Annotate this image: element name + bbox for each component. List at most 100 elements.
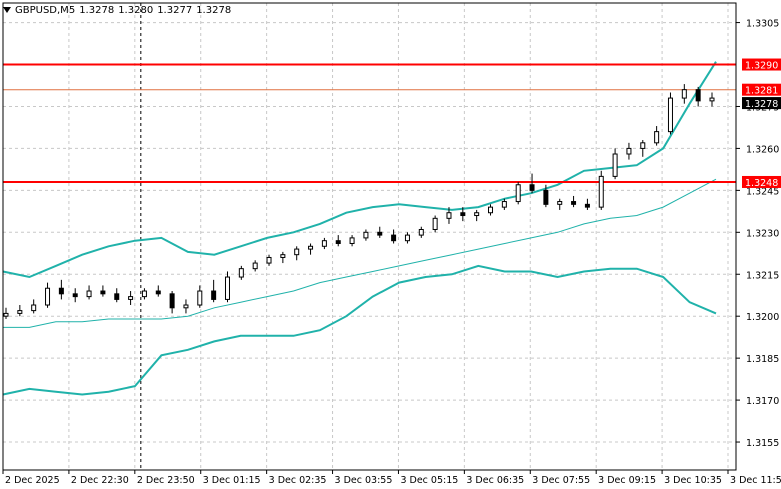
y-tick-label: 1.3185 [746, 354, 779, 365]
level-label: 1.3290 [745, 61, 778, 72]
x-tick-label: 3 Dec 03:55 [335, 475, 393, 486]
candle-body [335, 240, 341, 244]
candle-body [72, 293, 78, 298]
candle-body [584, 203, 590, 208]
bollinger-bands [2, 61, 717, 396]
candle-body [224, 276, 230, 300]
bid-label: 1.3281 [745, 86, 778, 97]
symbol-label: GBPUSD,M5 [15, 4, 76, 16]
candle-body [349, 237, 355, 244]
y-tick-label: 1.3245 [746, 186, 779, 197]
candle-body [432, 217, 438, 231]
candle-body [404, 234, 410, 242]
candle-body [211, 290, 217, 300]
x-tick-label: 2 Dec 23:50 [137, 475, 195, 486]
y-tick-label: 1.3260 [746, 144, 779, 155]
candle-body [709, 97, 715, 102]
candle-body [3, 312, 9, 317]
bid-label-bg [742, 83, 781, 96]
candle-body [474, 212, 480, 217]
candle-body [308, 245, 314, 250]
candle-body [294, 248, 300, 256]
price-axis: 1.33051.32751.32601.32451.32301.32151.32… [736, 19, 781, 449]
candle-body [515, 184, 521, 203]
candle-body [418, 229, 424, 236]
candle-body [58, 287, 64, 295]
candle-body [155, 290, 161, 295]
ohlc-low: 1.3277 [157, 4, 193, 16]
candle-body [654, 131, 660, 144]
candle-body [100, 290, 106, 295]
x-tick-label: 3 Dec 09:15 [598, 475, 656, 486]
level-label-bg [742, 175, 781, 188]
y-tick-label: 1.3230 [746, 228, 779, 239]
x-tick-label: 3 Dec 06:35 [466, 475, 524, 486]
candle-body [626, 147, 632, 155]
candle-body [141, 290, 147, 298]
plot-border [2, 2, 737, 471]
candle-body [363, 231, 369, 239]
candle-body [557, 201, 563, 205]
candle-body [377, 231, 383, 236]
candle-body [86, 290, 92, 298]
x-tick-label: 3 Dec 01:15 [203, 475, 261, 486]
candle-body [667, 97, 673, 133]
candle-body [543, 189, 549, 205]
x-tick-label: 3 Dec 10:35 [664, 475, 722, 486]
candle-body [45, 287, 51, 306]
ohlc-high: 1.3280 [118, 4, 154, 16]
candle-body [612, 153, 618, 177]
grid [3, 3, 736, 470]
x-tick-label: 3 Dec 11:55 [730, 475, 781, 486]
candle-body [446, 212, 452, 219]
level-label-bg [742, 58, 781, 71]
candle-body [571, 201, 577, 205]
candle-body [169, 293, 175, 309]
candle-body [31, 304, 37, 312]
candle-body [501, 201, 507, 208]
candle-body [391, 234, 397, 242]
y-tick-label: 1.3215 [746, 270, 779, 281]
time-axis: 2 Dec 2025 2 Dec 22:30 2 Dec 23:50 3 Dec 01… [2, 470, 781, 486]
last-label: 1.3278 [745, 99, 778, 110]
candle-body [529, 184, 535, 191]
x-tick-label: 2 Dec 22:30 [71, 475, 129, 486]
collapse-triangle-icon[interactable] [3, 7, 11, 13]
candle-body [681, 89, 687, 99]
symbol-header: GBPUSD,M5 1.3278 1.3280 1.3277 1.3278 [3, 3, 235, 17]
x-tick-label: 2 Dec 2025 [5, 475, 60, 486]
x-tick-label: 3 Dec 07:55 [532, 475, 590, 486]
y-tick-label: 1.3305 [746, 19, 779, 30]
chart-frame [2, 2, 737, 471]
candle-body [252, 262, 258, 270]
ohlc-close: 1.3278 [196, 4, 232, 16]
candle-body [280, 254, 286, 258]
candle-body [114, 293, 120, 300]
candles [3, 84, 715, 319]
candle-body [238, 268, 244, 278]
candle-body [321, 240, 327, 247]
candle-body [460, 212, 466, 217]
y-tick-label: 1.3200 [746, 312, 779, 323]
bollinger-upper [2, 61, 717, 279]
level-lines [3, 63, 736, 183]
candle-body [17, 310, 23, 314]
last-label-bg [742, 97, 781, 110]
candle-body [598, 175, 604, 208]
ohlc-open: 1.3278 [79, 4, 115, 16]
bollinger-lower [2, 264, 717, 396]
candle-body [488, 206, 494, 214]
candle-body [266, 256, 272, 264]
y-tick-label: 1.3170 [746, 396, 779, 407]
y-tick-label: 1.3155 [746, 438, 779, 449]
level-label: 1.3248 [745, 178, 778, 189]
candle-body [640, 142, 646, 149]
x-tick-label: 3 Dec 05:15 [400, 475, 458, 486]
x-tick-label: 3 Dec 02:35 [269, 475, 327, 486]
candle-body [197, 290, 203, 306]
candle-body [128, 296, 134, 300]
candle-body [695, 89, 701, 102]
candle-body [183, 304, 189, 309]
